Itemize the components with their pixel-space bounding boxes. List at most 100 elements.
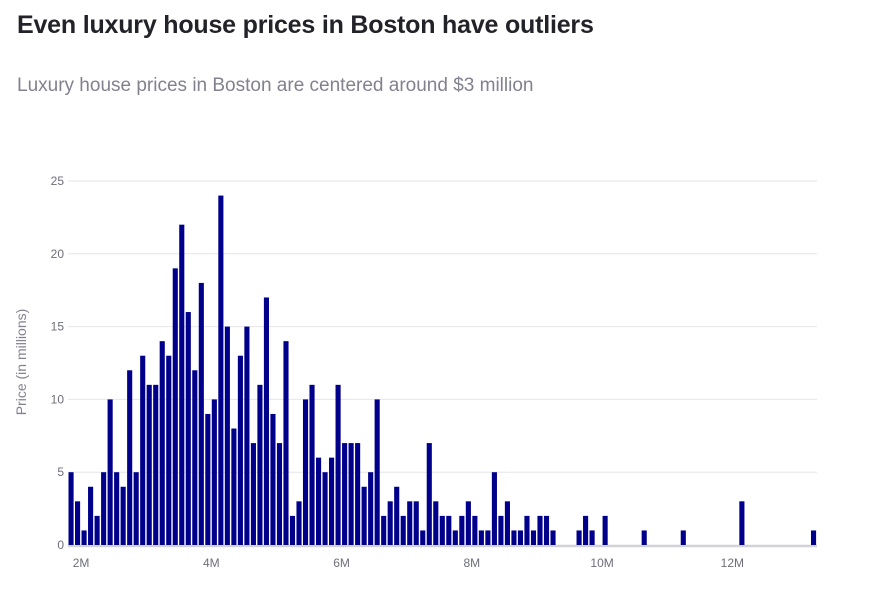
bar (459, 515, 465, 545)
bar (472, 515, 478, 545)
bar (263, 297, 269, 545)
bar (231, 428, 237, 545)
y-tick-label: 10 (51, 392, 65, 406)
bar (237, 355, 243, 545)
bar (374, 399, 380, 545)
bar (322, 472, 328, 545)
bar (166, 355, 172, 545)
bar (172, 268, 178, 545)
y-tick-label: 0 (57, 538, 64, 552)
bar (224, 326, 230, 545)
bar (283, 341, 289, 545)
bar (413, 501, 419, 545)
y-tick-label: 5 (57, 465, 64, 479)
bar (205, 413, 211, 545)
bar (400, 515, 406, 545)
chart-subtitle: Luxury house prices in Boston are center… (17, 75, 534, 96)
bar (218, 195, 224, 545)
bar (309, 384, 315, 545)
bar (491, 472, 497, 545)
bar (420, 530, 426, 545)
x-tick-label: 6M (333, 556, 350, 570)
bar (504, 501, 510, 545)
bar (107, 399, 113, 545)
x-tick-label: 10M (590, 556, 613, 570)
bar (120, 486, 126, 545)
bar (335, 384, 341, 545)
bar (296, 501, 302, 545)
bar (517, 530, 524, 545)
bars (68, 195, 817, 545)
bar (537, 515, 543, 545)
bar (81, 530, 87, 545)
bar (478, 530, 484, 545)
bar (270, 413, 276, 545)
bar (329, 457, 335, 545)
bar (576, 530, 582, 545)
bar (543, 515, 550, 545)
y-tick-label: 15 (51, 320, 65, 334)
y-axis-label: Price (in millions) (13, 309, 29, 416)
y-axis-ticks: 0 5 10 15 20 25 (51, 174, 65, 552)
bar (101, 472, 107, 545)
bar (387, 501, 393, 545)
bar (550, 530, 556, 545)
bar (276, 443, 283, 545)
bar (192, 370, 198, 545)
bar (583, 515, 589, 545)
x-tick-label: 12M (721, 556, 744, 570)
bar (602, 515, 608, 545)
bar (88, 486, 94, 545)
bar (485, 530, 491, 545)
bar (342, 443, 348, 545)
bar (179, 224, 185, 545)
bar (289, 515, 296, 545)
x-tick-label: 2M (73, 556, 90, 570)
bar (810, 530, 817, 545)
bar (153, 384, 159, 545)
bar (433, 501, 439, 545)
bar (381, 515, 387, 545)
bar (140, 355, 146, 545)
bar (316, 457, 322, 545)
bar (368, 472, 374, 545)
bar (530, 530, 537, 545)
bar (159, 341, 165, 545)
bar (589, 530, 595, 545)
bar (133, 472, 139, 545)
bar (511, 530, 517, 545)
bar (361, 486, 367, 545)
bar (185, 312, 191, 545)
bar (127, 370, 133, 545)
bar (94, 515, 100, 545)
bar (257, 384, 263, 545)
bar (498, 515, 504, 545)
gridlines (68, 180, 817, 548)
x-axis-ticks: 2M 4M 6M 8M 10M 12M (73, 556, 744, 570)
bar (439, 515, 445, 545)
bar (302, 399, 309, 545)
bar (407, 501, 413, 545)
bar (146, 384, 152, 545)
bar (641, 530, 647, 545)
bar (348, 443, 354, 545)
bar (524, 515, 530, 545)
bar (211, 399, 217, 545)
bar (465, 501, 471, 545)
chart-title: Even luxury house prices in Boston have … (17, 11, 594, 39)
bar (452, 530, 458, 545)
bar (739, 501, 745, 545)
bar (198, 282, 204, 545)
bar (446, 515, 452, 545)
bar (244, 326, 250, 545)
bar (75, 501, 81, 545)
x-tick-label: 8M (463, 556, 480, 570)
bar (114, 472, 120, 545)
bar (680, 530, 686, 545)
x-tick-label: 4M (203, 556, 220, 570)
bar (426, 443, 432, 545)
y-tick-label: 20 (51, 247, 65, 261)
bar (68, 472, 74, 545)
bar (355, 443, 361, 545)
